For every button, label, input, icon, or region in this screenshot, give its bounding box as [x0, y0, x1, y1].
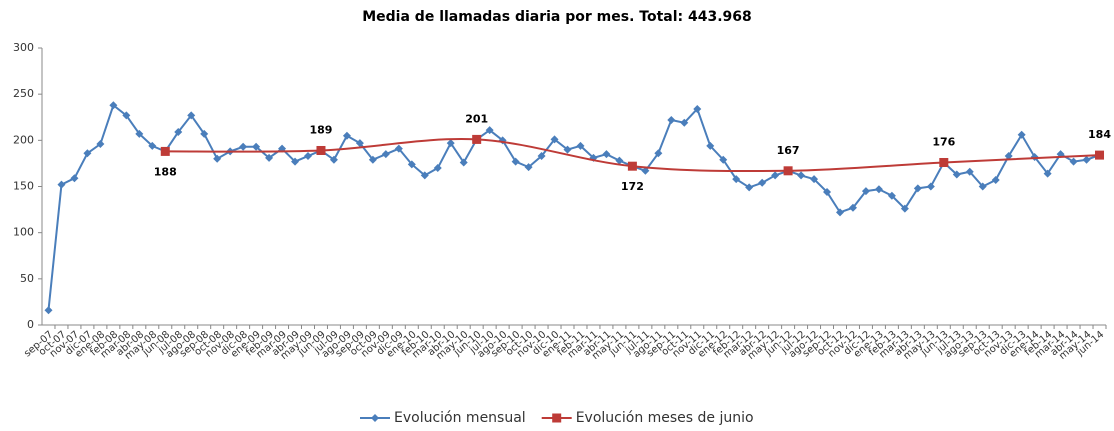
- point: [122, 111, 131, 120]
- point: [861, 187, 870, 196]
- point: [459, 158, 468, 167]
- point: [252, 142, 261, 151]
- y-tick-label: 300: [13, 41, 34, 54]
- point: [693, 104, 702, 113]
- point: [926, 182, 935, 191]
- point: [511, 157, 520, 166]
- point: [200, 129, 209, 138]
- point: [329, 155, 338, 164]
- point: [1069, 157, 1078, 166]
- data-label: 201: [465, 112, 488, 125]
- point: [1095, 150, 1105, 160]
- point: [381, 150, 390, 159]
- point: [342, 131, 351, 140]
- point: [627, 161, 637, 171]
- point: [160, 146, 170, 156]
- point: [563, 145, 572, 154]
- point: [472, 134, 482, 144]
- point: [485, 126, 494, 135]
- point: [537, 152, 546, 161]
- point: [265, 153, 274, 162]
- data-label: 172: [621, 180, 644, 193]
- point: [446, 139, 455, 148]
- point: [70, 174, 79, 183]
- point: [109, 101, 118, 110]
- y-tick-label: 200: [13, 133, 34, 146]
- point: [641, 166, 650, 175]
- point: [654, 149, 663, 158]
- point: [758, 178, 767, 187]
- point: [291, 157, 300, 166]
- point: [965, 167, 974, 176]
- chart-title: Media de llamadas diaria por mes. Total:…: [362, 9, 752, 25]
- point: [848, 203, 857, 212]
- point: [1017, 130, 1026, 139]
- point: [433, 164, 442, 173]
- point: [887, 191, 896, 200]
- point: [991, 176, 1000, 185]
- point: [148, 141, 157, 150]
- point: [420, 171, 429, 180]
- point: [394, 144, 403, 153]
- point: [57, 180, 66, 189]
- point: [939, 157, 949, 167]
- point: [371, 414, 379, 422]
- point: [874, 185, 883, 194]
- y-tick-label: 250: [13, 87, 34, 100]
- point: [823, 188, 832, 197]
- point: [576, 141, 585, 150]
- point: [1004, 152, 1013, 161]
- point: [96, 140, 105, 149]
- point: [771, 171, 780, 180]
- point: [213, 154, 222, 163]
- point: [1082, 155, 1091, 164]
- point: [913, 184, 922, 193]
- y-tick-label: 0: [27, 318, 34, 331]
- point: [407, 160, 416, 169]
- point: [550, 135, 559, 144]
- point: [135, 129, 144, 138]
- point: [602, 150, 611, 159]
- data-label: 167: [777, 144, 800, 157]
- point: [1043, 169, 1052, 178]
- point: [615, 156, 624, 165]
- y-tick-label: 100: [13, 226, 34, 239]
- data-label: 188: [154, 165, 177, 178]
- point: [187, 111, 196, 120]
- point: [667, 116, 676, 125]
- point: [552, 413, 562, 423]
- point: [355, 139, 364, 148]
- point: [83, 149, 92, 158]
- point: [304, 152, 312, 161]
- point: [783, 166, 793, 176]
- legend-label: Evolución meses de junio: [576, 410, 754, 426]
- legend-label: Evolución mensual: [394, 410, 526, 426]
- point: [900, 204, 909, 213]
- point: [810, 175, 819, 184]
- series-line: [47, 103, 1100, 311]
- point: [836, 208, 844, 217]
- point: [680, 118, 689, 127]
- point: [719, 155, 728, 164]
- point: [44, 306, 53, 315]
- point: [316, 145, 326, 155]
- data-label: 176: [932, 135, 955, 148]
- y-tick-label: 50: [20, 272, 34, 285]
- point: [797, 171, 806, 180]
- point: [239, 142, 248, 151]
- point: [732, 175, 741, 184]
- point: [952, 170, 961, 179]
- point: [524, 163, 533, 172]
- point: [368, 155, 377, 164]
- point: [174, 128, 183, 137]
- point: [745, 183, 754, 192]
- point: [706, 141, 715, 150]
- point: [978, 182, 987, 191]
- data-label: 184: [1088, 128, 1111, 141]
- y-tick-label: 150: [13, 180, 34, 193]
- data-label: 189: [309, 123, 332, 136]
